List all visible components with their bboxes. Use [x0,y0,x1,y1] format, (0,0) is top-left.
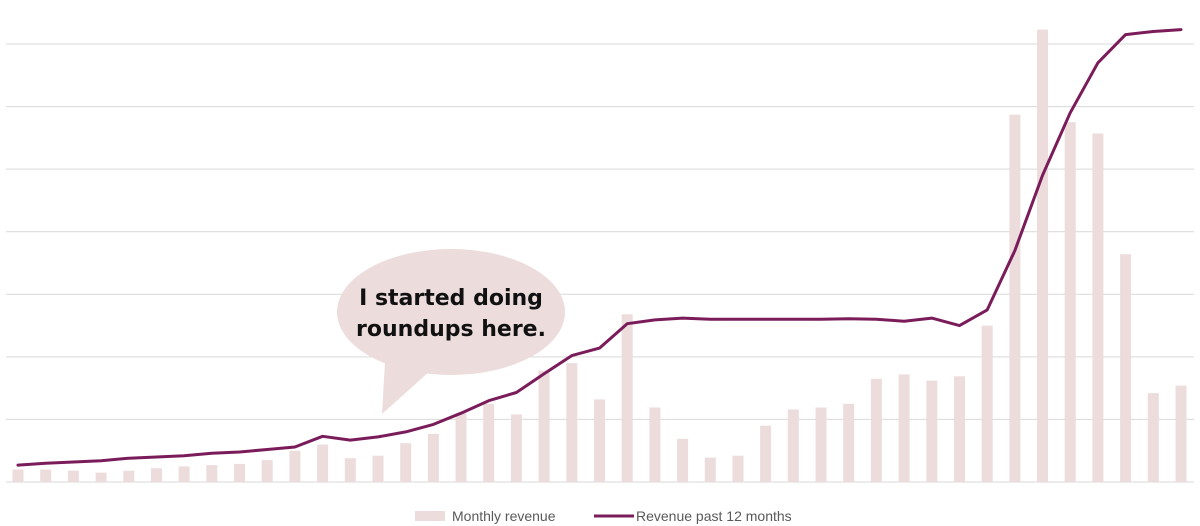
bar-monthly-revenue [40,469,52,482]
bar-monthly-revenue [67,470,79,482]
bar-monthly-revenue [649,407,661,482]
speech-bubble-body [337,249,565,375]
bar-monthly-revenue [1092,133,1104,482]
bar-monthly-revenue [594,399,605,482]
bar-monthly-revenue [926,380,938,482]
bar-monthly-revenue [234,463,245,482]
bar-monthly-revenue [898,374,910,482]
bar-monthly-revenue [870,378,882,482]
legend-swatch-monthly-revenue [415,511,445,521]
bars [12,29,1187,482]
legend-label-revenue-12-months: Revenue past 12 months [636,508,792,524]
annotation-line-2: roundups here. [356,317,546,342]
bar-monthly-revenue [95,472,107,482]
bar-monthly-revenue [704,457,716,482]
bar-monthly-revenue [677,438,689,482]
bar-monthly-revenue [815,407,827,482]
bar-monthly-revenue [843,403,855,482]
bar-monthly-revenue [1037,29,1048,482]
bar-monthly-revenue [400,443,412,482]
legend: Monthly revenue Revenue past 12 months [415,508,792,524]
annotation-line-1: I started doing [359,286,543,311]
bar-monthly-revenue [621,314,633,482]
bar-monthly-revenue [787,409,799,482]
bar-monthly-revenue [455,413,467,482]
bar-monthly-revenue [261,460,273,482]
bar-monthly-revenue [1009,114,1021,482]
bar-monthly-revenue [954,376,965,482]
annotation-bubble: I started doing roundups here. [337,249,565,414]
bar-monthly-revenue [178,466,190,482]
bar-monthly-revenue [760,425,772,482]
bar-monthly-revenue [1175,385,1187,482]
bar-monthly-revenue [123,470,135,482]
bar-monthly-revenue [427,433,439,482]
bar-monthly-revenue [344,458,356,482]
bar-monthly-revenue [289,450,301,482]
speech-bubble-tail [382,362,440,414]
bar-monthly-revenue [1120,254,1132,482]
bar-monthly-revenue [317,444,329,482]
line-revenue-past-12-months [16,28,1183,467]
bar-monthly-revenue [372,455,384,482]
bar-monthly-revenue [732,455,744,482]
bar-monthly-revenue [206,465,218,482]
bar-monthly-revenue [1064,122,1076,482]
legend-label-monthly-revenue: Monthly revenue [452,508,556,524]
bar-monthly-revenue [538,370,550,482]
bar-monthly-revenue [151,468,162,482]
bar-monthly-revenue [483,403,495,482]
bar-monthly-revenue [510,414,522,482]
bar-monthly-revenue [1147,393,1159,482]
bar-monthly-revenue [12,469,24,482]
bar-monthly-revenue [566,363,578,482]
gridlines [6,43,1194,483]
line-series [16,28,1183,467]
bar-monthly-revenue [981,325,993,482]
